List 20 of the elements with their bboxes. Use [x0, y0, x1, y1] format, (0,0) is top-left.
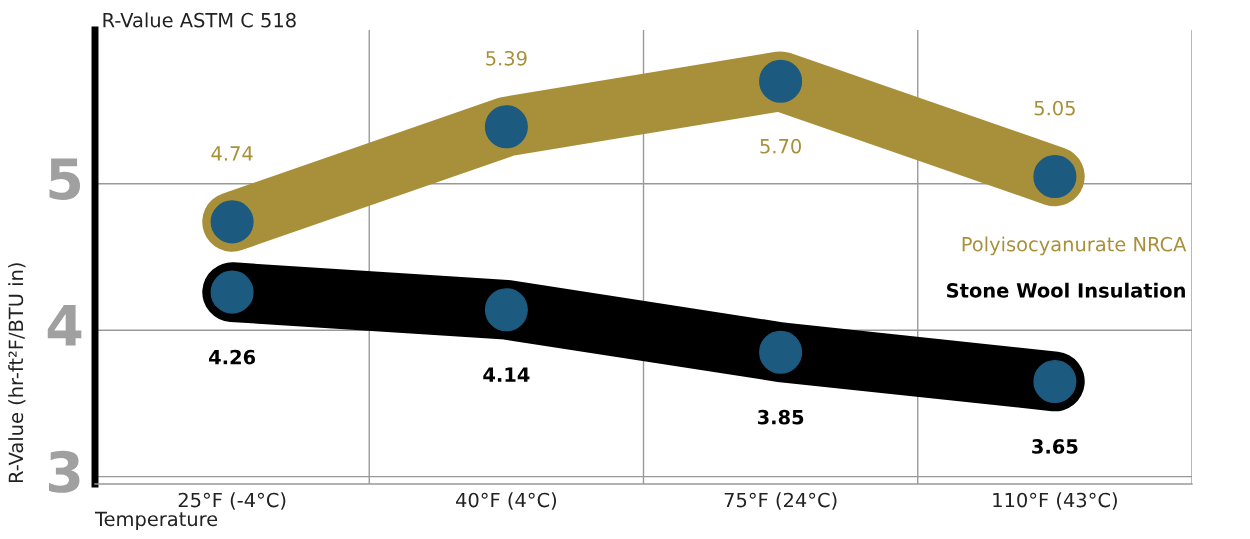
x-tick-label: 25°F (-4°C)	[178, 492, 286, 510]
y-axis-title: R-Value (hr-ft²F/BTU in)	[8, 263, 26, 483]
data-label: 4.14	[483, 367, 530, 382]
text: Polyisocyanurate NRCA	[962, 236, 1187, 256]
x-axis-title: Temperature	[94, 511, 218, 531]
y-tick-label: 4	[47, 305, 82, 346]
data-label: 3.65	[1032, 439, 1078, 454]
x-tick-label: 40°F (4°C)	[455, 492, 557, 510]
y-tick-label: 5	[49, 158, 81, 200]
data-label: 5.39	[486, 50, 527, 66]
text: Stone Wool Insulation	[947, 282, 1185, 298]
data-label: 5.70	[760, 138, 801, 154]
data-label: 5.05	[1034, 100, 1075, 116]
x-tick-label: 110°F (43°C)	[993, 492, 1117, 510]
x-tick-label: 75°F (24°C)	[724, 492, 837, 510]
y-tick-label: 3	[48, 450, 80, 493]
data-label: 3.85	[757, 409, 804, 425]
chart-title: R-Value ASTM C 518	[103, 12, 296, 28]
data-label: 4.26	[209, 349, 256, 365]
data-label: 4.74	[211, 146, 253, 161]
